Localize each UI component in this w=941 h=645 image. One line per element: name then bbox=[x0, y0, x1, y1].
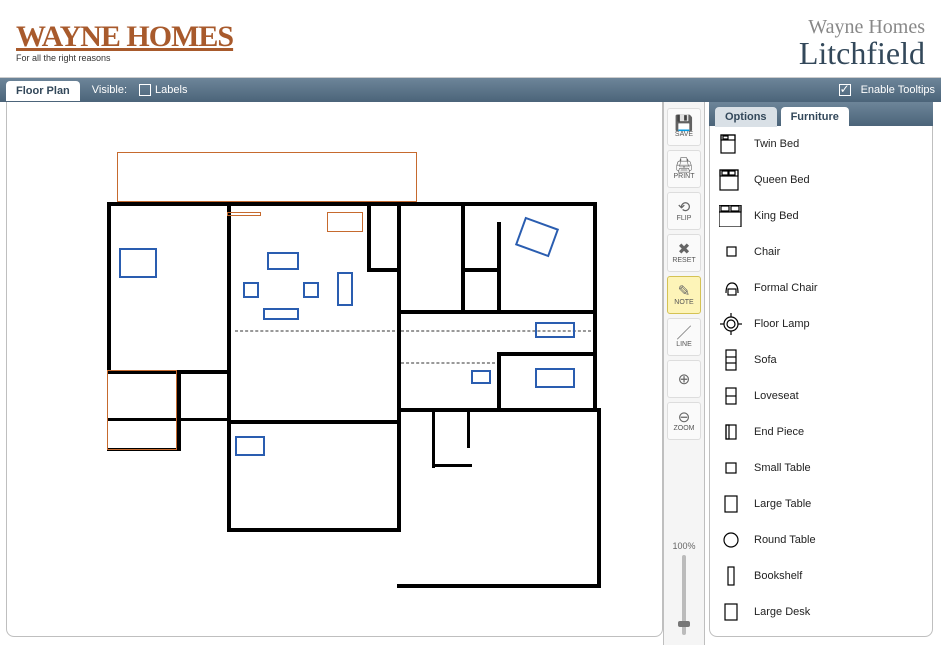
twin-bed-icon bbox=[718, 132, 744, 156]
action-rail: 💾SAVE 🖨PRINT ⟲FLIP ✖RESET ✎NOTE ／LINE ⊕ … bbox=[663, 102, 705, 645]
logo-tagline: For all the right reasons bbox=[16, 54, 233, 63]
labels-checkbox-label: Labels bbox=[155, 84, 187, 96]
furniture-item-label: Queen Bed bbox=[754, 174, 810, 186]
large-table-icon bbox=[718, 492, 744, 516]
print-label: PRINT bbox=[674, 173, 695, 180]
large-desk-icon bbox=[718, 600, 744, 624]
furniture-item-formal-chair[interactable]: Formal Chair bbox=[710, 270, 932, 306]
bookshelf-icon bbox=[718, 564, 744, 588]
queen-bed-icon bbox=[718, 168, 744, 192]
formal-chair-icon bbox=[718, 276, 744, 300]
line-button[interactable]: ／LINE bbox=[667, 318, 701, 356]
furniture-item-label: King Bed bbox=[754, 210, 799, 222]
zoom-percent: 100% bbox=[672, 541, 695, 551]
floor-lamp-icon bbox=[718, 312, 744, 336]
logo: WAYNE HOMES For all the right reasons bbox=[16, 22, 233, 63]
tooltips-checkbox-label: Enable Tooltips bbox=[861, 84, 935, 96]
save-label: SAVE bbox=[675, 131, 693, 138]
furniture-item-large-desk[interactable]: Large Desk bbox=[710, 594, 932, 630]
furniture-item-twin-bed[interactable]: Twin Bed bbox=[710, 126, 932, 162]
labels-checkbox[interactable] bbox=[139, 84, 151, 96]
print-button[interactable]: 🖨PRINT bbox=[667, 150, 701, 188]
zoom-in-button[interactable]: ⊕ bbox=[667, 360, 701, 398]
zoom-label: ZOOM bbox=[674, 425, 695, 432]
save-button[interactable]: 💾SAVE bbox=[667, 108, 701, 146]
note-button[interactable]: ✎NOTE bbox=[667, 276, 701, 314]
line-icon: ／ bbox=[676, 326, 691, 341]
small-table-icon bbox=[718, 456, 744, 480]
furniture-item-queen-bed[interactable]: Queen Bed bbox=[710, 162, 932, 198]
furniture-item-label: Formal Chair bbox=[754, 282, 818, 294]
tab-options[interactable]: Options bbox=[715, 107, 777, 127]
line-label: LINE bbox=[676, 341, 692, 348]
note-icon: ✎ bbox=[678, 284, 691, 299]
furniture-item-large-table[interactable]: Large Table bbox=[710, 486, 932, 522]
tab-floor-plan[interactable]: Floor Plan bbox=[6, 81, 80, 101]
visible-label: Visible: bbox=[92, 84, 127, 96]
furniture-item-label: End Piece bbox=[754, 426, 804, 438]
title-brand: Wayne Homes bbox=[799, 17, 925, 37]
furniture-item-label: Large Table bbox=[754, 498, 811, 510]
furniture-item-round-table[interactable]: Round Table bbox=[710, 522, 932, 558]
flip-button[interactable]: ⟲FLIP bbox=[667, 192, 701, 230]
title-model: Litchfield bbox=[799, 37, 925, 69]
furniture-item-king-bed[interactable]: King Bed bbox=[710, 198, 932, 234]
furniture-item-label: Chair bbox=[754, 246, 780, 258]
furniture-item-small-table[interactable]: Small Table bbox=[710, 450, 932, 486]
note-label: NOTE bbox=[674, 299, 693, 306]
furniture-item-label: Small Table bbox=[754, 462, 811, 474]
flip-label: FLIP bbox=[677, 215, 692, 222]
logo-text: WAYNE HOMES bbox=[16, 22, 233, 52]
furniture-item-label: Twin Bed bbox=[754, 138, 799, 150]
furniture-item-loveseat[interactable]: Loveseat bbox=[710, 378, 932, 414]
king-bed-icon bbox=[718, 204, 744, 228]
zoom-slider[interactable] bbox=[682, 555, 686, 635]
zoom-out-button[interactable]: ⊖ZOOM bbox=[667, 402, 701, 440]
furniture-item-label: Sofa bbox=[754, 354, 777, 366]
end-piece-icon bbox=[718, 420, 744, 444]
furniture-item-bookshelf[interactable]: Bookshelf bbox=[710, 558, 932, 594]
reset-label: RESET bbox=[672, 257, 695, 264]
header: WAYNE HOMES For all the right reasons Wa… bbox=[0, 0, 941, 78]
furniture-item-end-piece[interactable]: End Piece bbox=[710, 414, 932, 450]
furniture-item-chair[interactable]: Chair bbox=[710, 234, 932, 270]
furniture-item-label: Loveseat bbox=[754, 390, 799, 402]
floorplan[interactable] bbox=[67, 122, 607, 582]
furniture-item-label: Bookshelf bbox=[754, 570, 802, 582]
zoom-in-icon: ⊕ bbox=[678, 372, 691, 387]
tab-furniture[interactable]: Furniture bbox=[781, 107, 849, 127]
furniture-item-sofa[interactable]: Sofa bbox=[710, 342, 932, 378]
side-tabs: Options Furniture bbox=[709, 102, 933, 126]
chair-icon bbox=[718, 240, 744, 264]
tooltips-checkbox[interactable] bbox=[839, 84, 851, 96]
furniture-list[interactable]: Twin Bed Queen Bed King Bed Chair Formal Cha… bbox=[709, 126, 933, 637]
reset-button[interactable]: ✖RESET bbox=[667, 234, 701, 272]
furniture-item-label: Round Table bbox=[754, 534, 816, 546]
zoom-out-icon: ⊖ bbox=[678, 410, 691, 425]
round-table-icon bbox=[718, 528, 744, 552]
print-icon: 🖨 bbox=[674, 158, 693, 173]
loveseat-icon bbox=[718, 384, 744, 408]
furniture-item-label: Large Desk bbox=[754, 606, 810, 618]
reset-icon: ✖ bbox=[678, 242, 691, 257]
furniture-item-label: Floor Lamp bbox=[754, 318, 810, 330]
floorplan-canvas[interactable] bbox=[6, 102, 663, 637]
save-icon: 💾 bbox=[675, 116, 694, 131]
furniture-item-floor-lamp[interactable]: Floor Lamp bbox=[710, 306, 932, 342]
flip-icon: ⟲ bbox=[678, 200, 691, 215]
side-panel: Options Furniture Twin Bed Queen Bed King … bbox=[709, 102, 933, 637]
title-block: Wayne Homes Litchfield bbox=[799, 17, 925, 69]
sofa-icon bbox=[718, 348, 744, 372]
toolbar: Floor Plan Visible: Labels Enable Toolti… bbox=[0, 78, 941, 102]
